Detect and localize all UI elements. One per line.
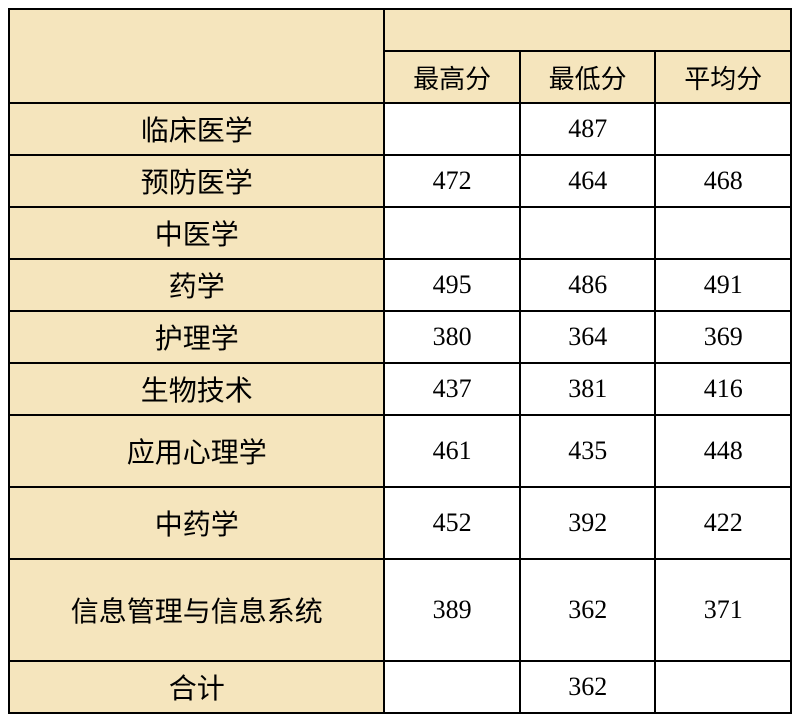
table-row: 预防医学 472 464 468 [9,155,791,207]
row-label: 信息管理与信息系统 [9,559,384,661]
header-blank [9,9,384,103]
cell-min: 487 [520,103,656,155]
cell-min: 392 [520,487,656,559]
cell-avg [655,103,791,155]
cell-max: 452 [384,487,520,559]
cell-max: 437 [384,363,520,415]
row-label: 临床医学 [9,103,384,155]
table-body: 临床医学 487 预防医学 472 464 468 中医学 药学 495 486 [9,103,791,713]
cell-max: 472 [384,155,520,207]
scores-table: 最高分 最低分 平均分 临床医学 487 预防医学 472 464 468 中医… [8,8,792,714]
header-row-top [9,9,791,51]
table-row: 中医学 [9,207,791,259]
row-label: 药学 [9,259,384,311]
col-header-max: 最高分 [384,51,520,103]
header-group-blank [384,9,791,51]
cell-max: 380 [384,311,520,363]
cell-min: 464 [520,155,656,207]
row-label: 应用心理学 [9,415,384,487]
row-label: 生物技术 [9,363,384,415]
cell-min: 362 [520,661,656,713]
table-row: 生物技术 437 381 416 [9,363,791,415]
cell-min: 362 [520,559,656,661]
cell-avg: 369 [655,311,791,363]
cell-max: 461 [384,415,520,487]
cell-min: 486 [520,259,656,311]
row-label: 中医学 [9,207,384,259]
cell-max [384,661,520,713]
cell-max [384,103,520,155]
row-label: 预防医学 [9,155,384,207]
table-row: 临床医学 487 [9,103,791,155]
col-header-avg: 平均分 [655,51,791,103]
table-header: 最高分 最低分 平均分 [9,9,791,103]
cell-avg [655,207,791,259]
cell-min: 435 [520,415,656,487]
cell-max: 495 [384,259,520,311]
cell-avg: 416 [655,363,791,415]
table-row: 中药学 452 392 422 [9,487,791,559]
row-label: 合计 [9,661,384,713]
cell-min: 364 [520,311,656,363]
table-row: 护理学 380 364 369 [9,311,791,363]
row-label: 护理学 [9,311,384,363]
table-row: 药学 495 486 491 [9,259,791,311]
table-row: 信息管理与信息系统 389 362 371 [9,559,791,661]
cell-avg: 491 [655,259,791,311]
cell-avg: 422 [655,487,791,559]
cell-avg [655,661,791,713]
cell-avg: 448 [655,415,791,487]
cell-min [520,207,656,259]
table-container: 最高分 最低分 平均分 临床医学 487 预防医学 472 464 468 中医… [0,0,800,691]
row-label: 中药学 [9,487,384,559]
col-header-min: 最低分 [520,51,656,103]
cell-avg: 371 [655,559,791,661]
table-row: 应用心理学 461 435 448 [9,415,791,487]
cell-max: 389 [384,559,520,661]
cell-max [384,207,520,259]
cell-avg: 468 [655,155,791,207]
cell-min: 381 [520,363,656,415]
table-row-total: 合计 362 [9,661,791,713]
